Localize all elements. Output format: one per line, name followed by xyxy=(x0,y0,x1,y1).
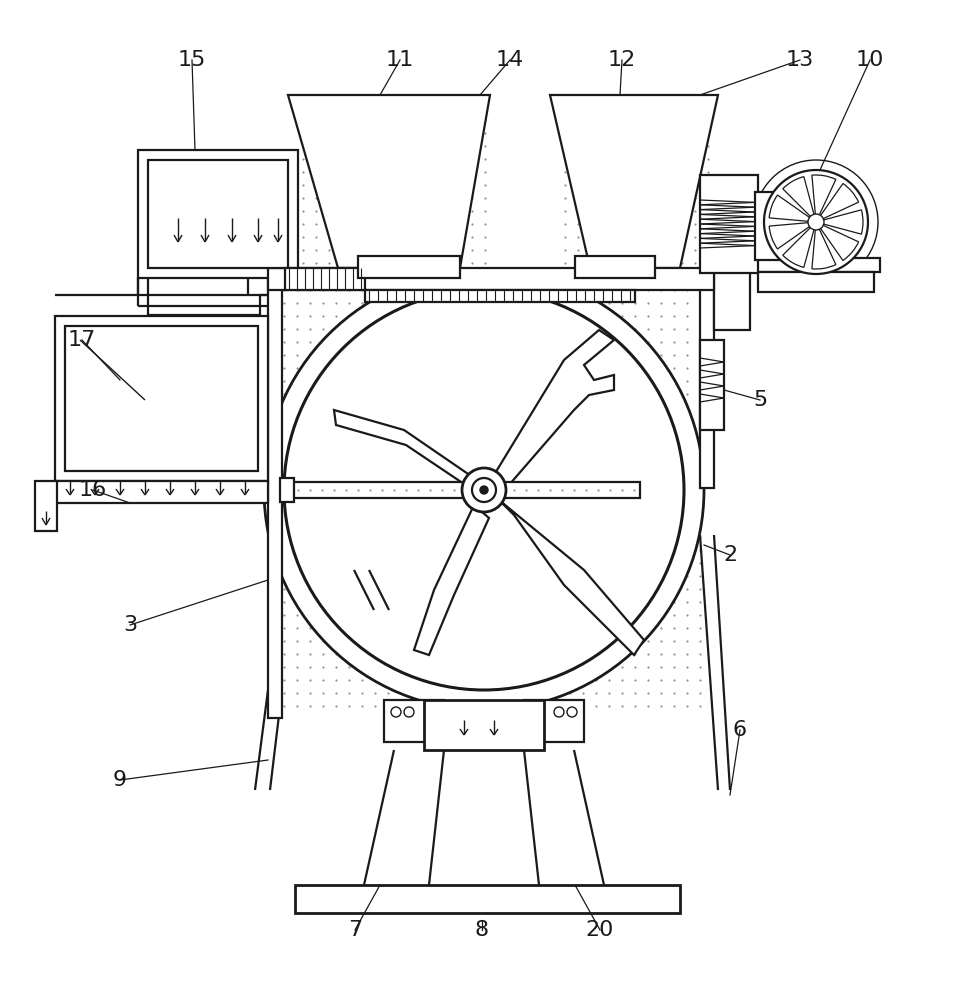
Text: 14: 14 xyxy=(496,50,524,70)
Bar xyxy=(365,290,635,302)
Polygon shape xyxy=(334,410,476,492)
Text: 20: 20 xyxy=(586,920,614,940)
Wedge shape xyxy=(812,175,835,222)
Text: 6: 6 xyxy=(733,720,747,740)
Bar xyxy=(700,175,758,273)
Text: 11: 11 xyxy=(386,50,414,70)
Text: 12: 12 xyxy=(608,50,636,70)
Text: 5: 5 xyxy=(753,390,767,410)
Bar xyxy=(750,258,880,272)
Bar xyxy=(55,481,268,503)
Wedge shape xyxy=(816,222,859,261)
Text: 10: 10 xyxy=(856,50,884,70)
Bar xyxy=(714,258,750,330)
Text: 16: 16 xyxy=(78,480,107,500)
Text: 9: 9 xyxy=(113,770,127,790)
Bar xyxy=(424,700,544,750)
Polygon shape xyxy=(414,505,489,655)
Bar xyxy=(290,482,640,498)
Wedge shape xyxy=(783,177,816,222)
Polygon shape xyxy=(550,95,718,268)
Bar xyxy=(148,160,288,268)
Bar xyxy=(758,272,874,292)
Polygon shape xyxy=(499,500,644,655)
Polygon shape xyxy=(494,330,614,485)
Bar xyxy=(280,478,294,502)
Bar xyxy=(65,326,258,471)
Bar xyxy=(358,256,460,278)
Circle shape xyxy=(480,486,488,494)
Bar xyxy=(295,885,680,913)
Circle shape xyxy=(808,214,824,230)
Wedge shape xyxy=(770,195,816,222)
Circle shape xyxy=(554,707,564,717)
Text: 7: 7 xyxy=(348,920,362,940)
Wedge shape xyxy=(816,210,863,234)
Circle shape xyxy=(404,707,414,717)
Circle shape xyxy=(462,468,506,512)
Bar xyxy=(700,268,714,488)
Wedge shape xyxy=(770,222,816,249)
Circle shape xyxy=(764,170,868,274)
Polygon shape xyxy=(288,95,490,268)
Circle shape xyxy=(754,160,878,284)
Bar xyxy=(35,481,57,531)
Bar xyxy=(524,700,584,742)
Text: 2: 2 xyxy=(723,545,737,565)
Wedge shape xyxy=(783,222,816,267)
Circle shape xyxy=(284,290,684,690)
Text: 17: 17 xyxy=(68,330,96,350)
Bar xyxy=(55,316,268,481)
Bar xyxy=(384,700,444,742)
Text: 3: 3 xyxy=(123,615,137,635)
Circle shape xyxy=(567,707,577,717)
Bar xyxy=(268,268,714,290)
Wedge shape xyxy=(816,183,859,222)
Bar xyxy=(268,268,282,718)
Text: 13: 13 xyxy=(786,50,814,70)
Bar xyxy=(575,256,655,278)
Text: 15: 15 xyxy=(178,50,206,70)
Circle shape xyxy=(391,707,401,717)
Text: 8: 8 xyxy=(475,920,489,940)
Wedge shape xyxy=(812,222,835,269)
Circle shape xyxy=(472,478,496,502)
Circle shape xyxy=(264,270,704,710)
Bar xyxy=(755,192,800,260)
Bar xyxy=(138,150,298,278)
Bar xyxy=(285,268,365,290)
Bar xyxy=(700,340,724,430)
